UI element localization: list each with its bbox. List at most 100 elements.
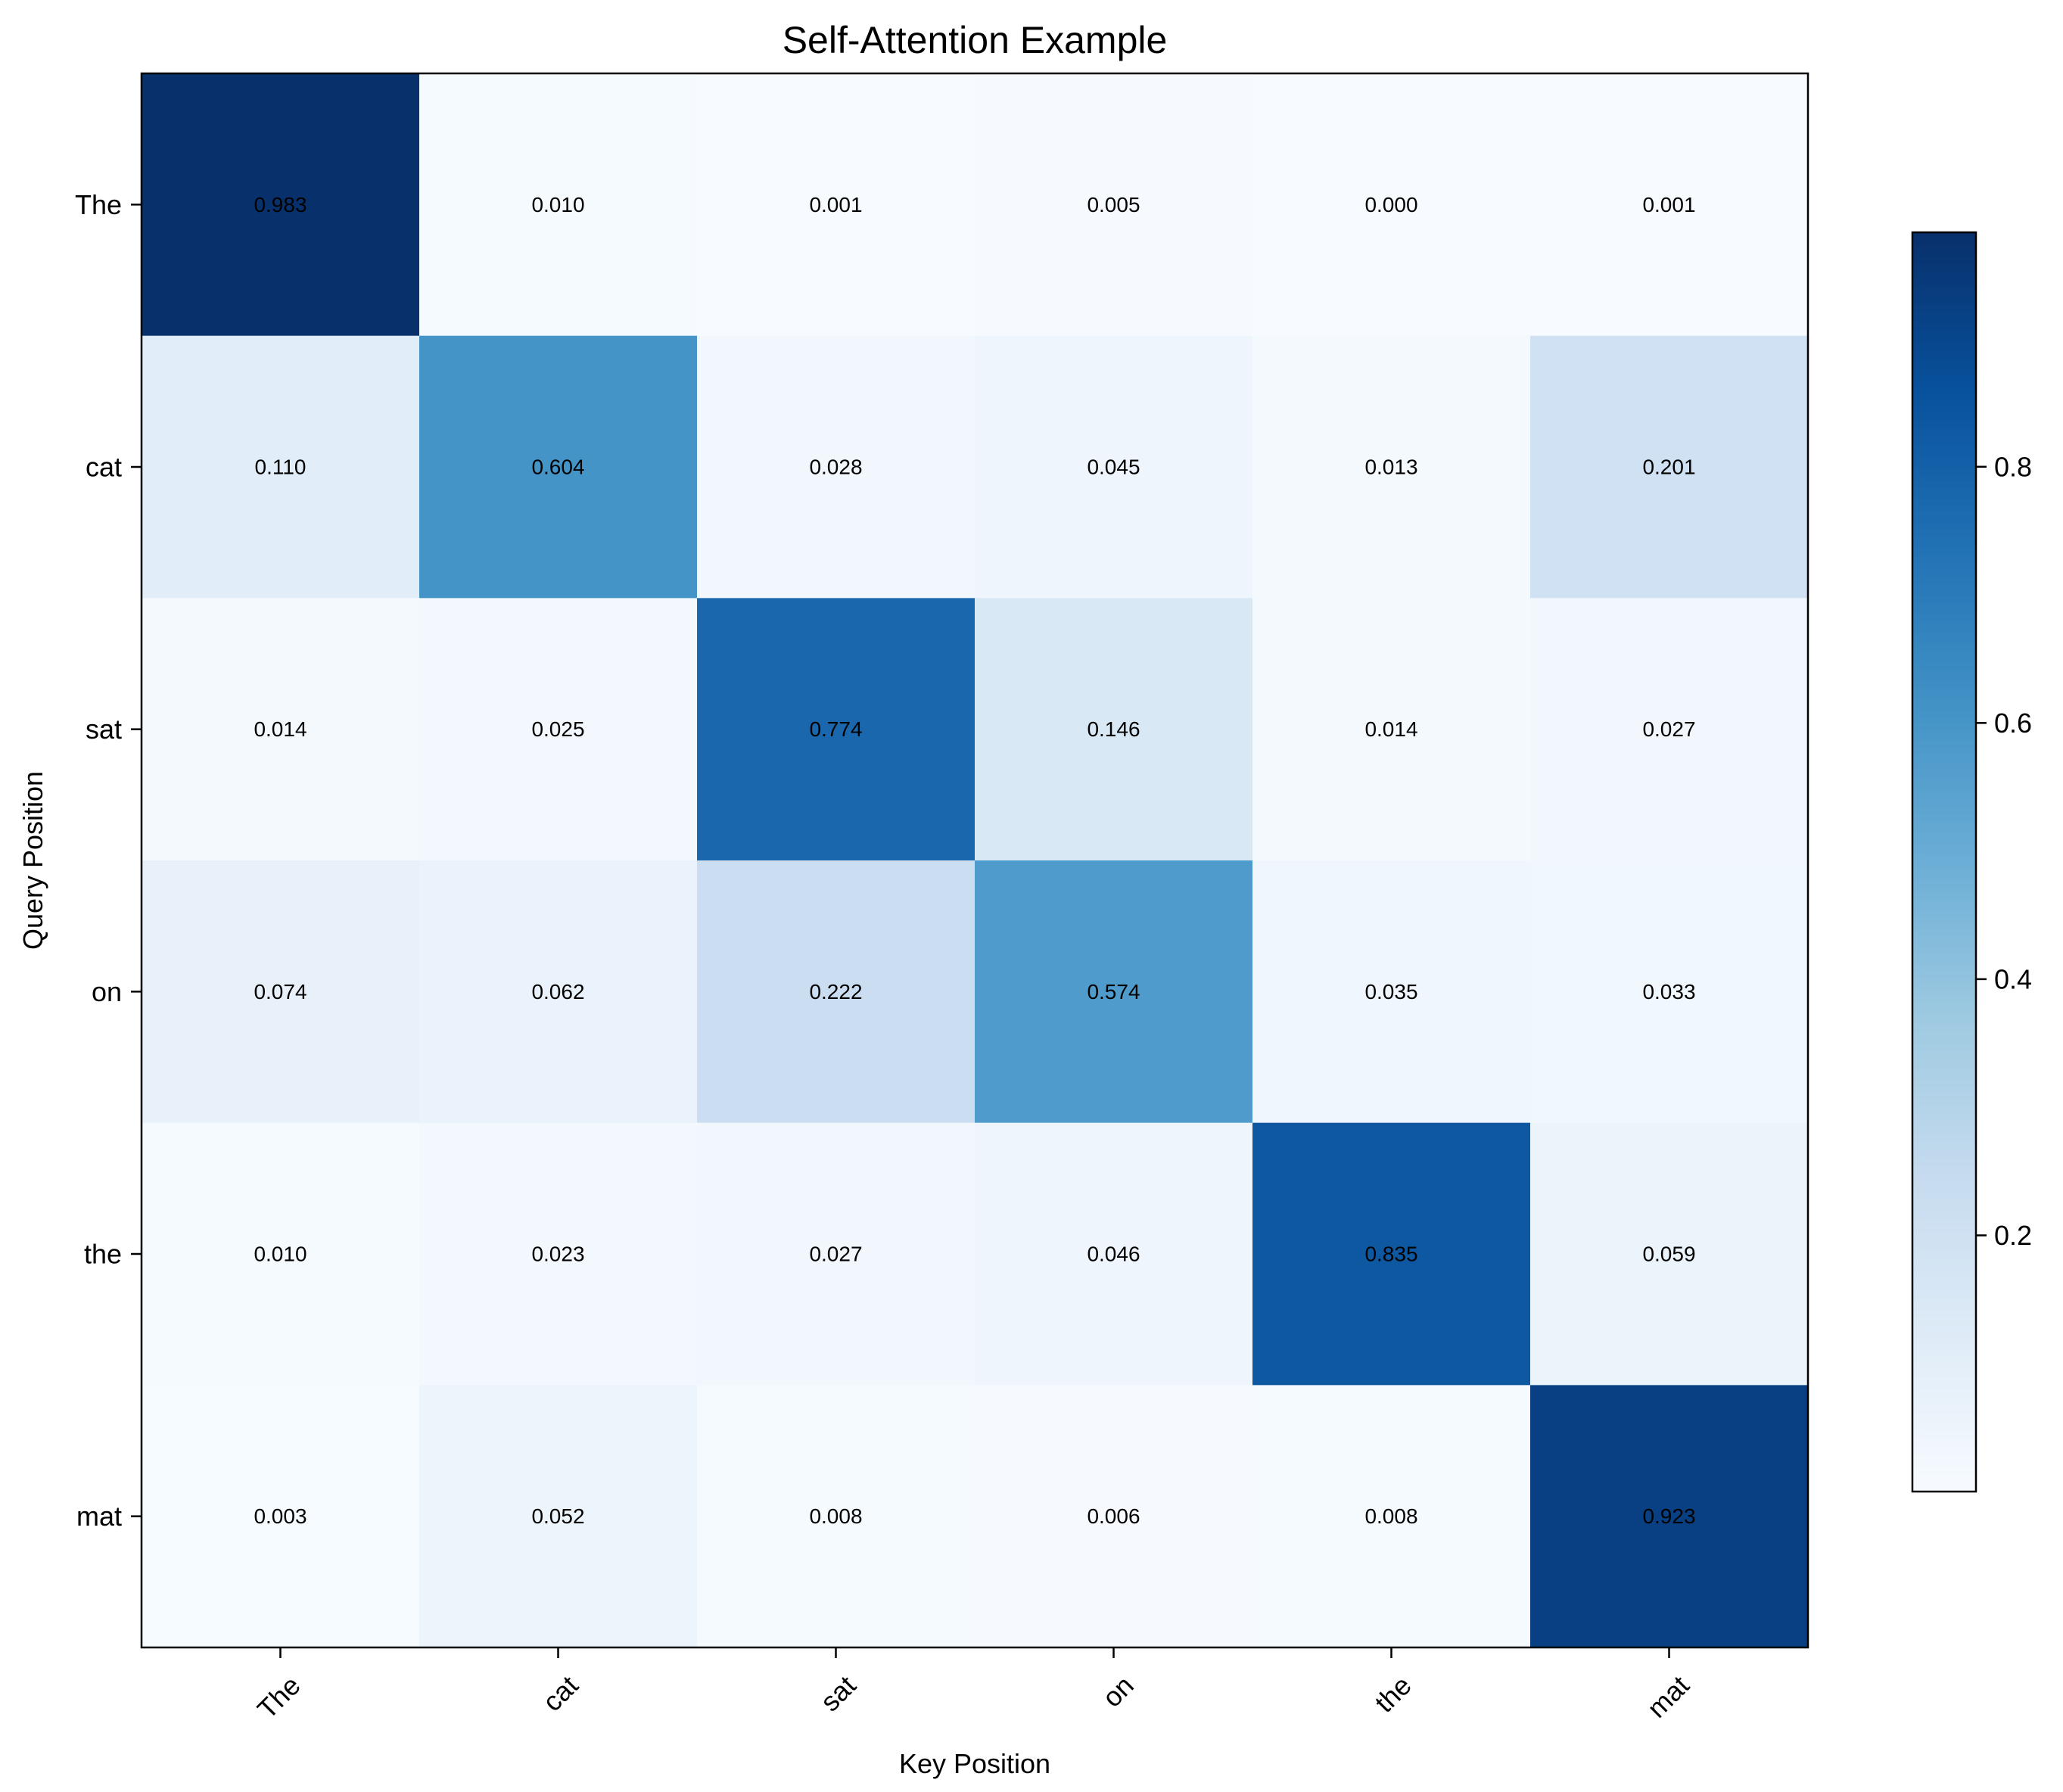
heatmap-cell-label-r5-c5: 0.923 [1642,1504,1695,1528]
colorbar-frame [1911,231,1977,1493]
colorbar-tick-label: 0.6 [1994,708,2032,739]
y-tick-label: The [75,189,122,220]
heatmap-cell-label-r2-c5: 0.027 [1642,717,1695,741]
heatmap-cell-label-r1-c1: 0.604 [531,456,584,479]
heatmap-cell-r4-c1 [419,1122,698,1386]
heatmap-cell-r5-c4 [1252,1385,1531,1648]
x-tick-label: on [1097,1669,1140,1713]
heatmap-cell-label-r5-c1: 0.052 [531,1504,584,1528]
heatmap-cell-r2-c1 [419,598,698,861]
heatmap-cell-label-r0-c0: 0.983 [254,193,306,216]
x-tick-label: cat [537,1669,584,1717]
heatmap-cell-r1-c5 [1530,335,1809,599]
heatmap-cell-label-r4-c0: 0.010 [254,1243,306,1266]
heatmap-cell-r1-c0 [142,335,420,599]
heatmap-cell-label-r2-c0: 0.014 [254,717,306,741]
heatmap-cell-r5-c1 [419,1385,698,1648]
y-axis-title: Query Position [17,771,48,950]
heatmap-cell-r4-c4 [1252,1122,1531,1386]
heatmap-cell-label-r1-c4: 0.013 [1364,456,1417,479]
y-tick-label: sat [86,714,122,745]
heatmap-cell-r2-c2 [697,598,975,861]
heatmap-cell-r2-c4 [1252,598,1531,861]
heatmap-cell-r3-c3 [975,860,1253,1124]
heatmap-cells [142,73,1809,1648]
heatmap-cell-r2-c0 [142,598,420,861]
heatmap-cell-r4-c2 [697,1122,975,1386]
y-tick-label: the [84,1239,122,1270]
heatmap-cell-label-r1-c5: 0.201 [1642,456,1695,479]
heatmap-cell-r0-c2 [697,73,975,337]
heatmap-cell-r5-c5 [1530,1385,1809,1648]
heatmap-cell-r3-c1 [419,860,698,1124]
heatmap-cell-label-r2-c2: 0.774 [809,717,862,741]
heatmap-cell-label-r0-c5: 0.001 [1642,193,1695,216]
colorbar: 0.2 0.4 0.6 0.8 [1911,231,2032,1493]
heatmap-cell-r0-c0 [142,73,420,337]
heatmap-cell-label-r3-c3: 0.574 [1087,980,1140,1003]
colorbar-ticks: 0.2 0.4 0.6 0.8 [1976,451,2032,1251]
heatmap-cell-label-r0-c3: 0.005 [1087,193,1140,216]
heatmap-cell-label-r4-c5: 0.059 [1642,1243,1695,1266]
heatmap-cell-r1-c4 [1252,335,1531,599]
heatmap-cell-r3-c0 [142,860,420,1124]
x-tick-label: the [1368,1669,1417,1718]
heatmap-cell-r0-c1 [419,73,698,337]
heatmap-cell-r4-c3 [975,1122,1253,1386]
x-tick-label: sat [814,1669,862,1717]
heatmap-cell-r5-c0 [142,1385,420,1648]
heatmap-cell-r1-c1 [419,335,698,599]
heatmap-cell-label-r5-c2: 0.008 [809,1504,862,1528]
colorbar-tick-label: 0.4 [1994,963,2032,994]
x-tick-label: mat [1641,1669,1694,1723]
heatmap-cell-r4-c5 [1530,1122,1809,1386]
heatmap-cell-label-r4-c3: 0.046 [1087,1243,1140,1266]
x-tick-label: The [251,1669,306,1725]
heatmap-cell-label-r3-c4: 0.035 [1364,980,1417,1003]
x-axis-ticks: The cat sat on the mat [251,1647,1695,1725]
heatmap-cell-label-r4-c2: 0.027 [809,1243,862,1266]
colorbar-gradient [1912,232,1976,1492]
heatmap-cell-label-r3-c1: 0.062 [531,980,584,1003]
heatmap-cell-r3-c4 [1252,860,1531,1124]
heatmap-cell-r0-c4 [1252,73,1531,337]
heatmap-cell-label-r5-c4: 0.008 [1364,1504,1417,1528]
colorbar-tick-label: 0.8 [1994,451,2032,482]
heatmap-cell-r1-c3 [975,335,1253,599]
y-tick-label: mat [76,1501,122,1532]
heatmap-cell-r4-c0 [142,1122,420,1386]
heatmap-cell-r5-c3 [975,1385,1253,1648]
colorbar-tick-label: 0.2 [1994,1220,2032,1251]
heatmap-cell-label-r1-c0: 0.110 [255,456,306,479]
heatmap-cell-label-r4-c1: 0.023 [531,1243,584,1266]
heatmap-cell-label-r5-c0: 0.003 [254,1504,306,1528]
heatmap-cell-r0-c5 [1530,73,1809,337]
heatmap-cell-label-r2-c3: 0.146 [1087,717,1140,741]
heatmap-cell-label-r1-c2: 0.028 [809,456,862,479]
chart-title: Self-Attention Example [783,19,1168,61]
heatmap-cell-r5-c2 [697,1385,975,1648]
heatmap-cell-label-r2-c4: 0.014 [1364,717,1417,741]
heatmap-cell-label-r4-c4: 0.835 [1364,1243,1417,1266]
heatmap-cell-label-r1-c3: 0.045 [1087,456,1140,479]
x-axis-title: Key Position [899,1748,1050,1779]
y-tick-label: cat [86,452,122,483]
y-tick-label: on [92,976,122,1007]
heatmap-cell-r3-c5 [1530,860,1809,1124]
heatmap-cell-r0-c3 [975,73,1253,337]
heatmap-cell-r2-c5 [1530,598,1809,861]
heatmap-cell-r1-c2 [697,335,975,599]
plot-frame [140,72,1809,1649]
heatmap-cell-label-r3-c0: 0.074 [254,980,306,1003]
heatmap-cell-label-r2-c1: 0.025 [531,717,584,741]
heatmap-cell-r2-c3 [975,598,1253,861]
heatmap-cell-r3-c2 [697,860,975,1124]
y-axis-ticks: The cat sat on the mat [75,189,142,1532]
heatmap-cell-label-r5-c3: 0.006 [1087,1504,1140,1528]
heatmap-cell-labels: 0.983 0.010 0.001 0.005 0.000 0.001 0.110 0.604… [254,193,1695,1528]
heatmap-cell-label-r3-c5: 0.033 [1642,980,1695,1003]
heatmap-cell-label-r0-c1: 0.010 [531,193,584,216]
heatmap-cell-label-r0-c4: 0.000 [1364,193,1417,216]
heatmap-cell-label-r0-c2: 0.001 [809,193,862,216]
